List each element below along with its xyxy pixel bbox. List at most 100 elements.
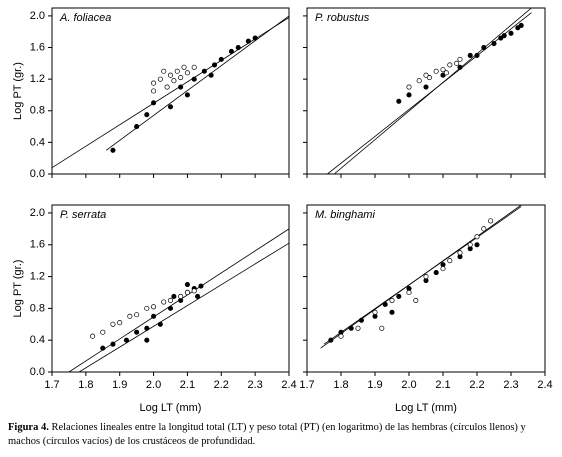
open-point: [416, 78, 422, 84]
open-point: [191, 288, 197, 294]
open-point: [151, 304, 157, 310]
open-point: [389, 297, 395, 303]
filled-point: [252, 35, 258, 41]
filled-point: [491, 41, 497, 47]
y-tick-label: 0.4: [30, 334, 45, 346]
filled-point: [474, 242, 480, 248]
filled-point: [433, 270, 439, 276]
y-tick-label: 2.0: [30, 207, 45, 219]
panel: P. robustus: [303, 7, 546, 178]
filled-point: [184, 92, 190, 98]
open-point: [178, 293, 184, 300]
x-tick-label: 2.3: [503, 379, 518, 391]
open-point: [144, 305, 150, 311]
caption: Figura 4. Relaciones lineales entre la l…: [8, 421, 556, 449]
open-point: [355, 325, 361, 331]
open-point: [90, 333, 96, 339]
open-point: [134, 312, 140, 318]
open-point: [181, 64, 187, 70]
open-point: [406, 84, 412, 90]
panel-title: P. serrata: [60, 209, 106, 221]
x-tick-label: 1.7: [44, 379, 59, 391]
open-point: [338, 333, 344, 339]
plot-frame: [306, 204, 546, 373]
filled-point: [382, 301, 388, 307]
y-tick-label: 1.6: [30, 239, 45, 251]
open-point: [174, 68, 180, 74]
x-tick-label: 2.1: [180, 379, 195, 391]
open-point: [161, 299, 167, 305]
filled-point: [406, 92, 412, 98]
filled-point: [396, 293, 402, 300]
filled-point: [396, 98, 402, 104]
filled-point: [440, 72, 446, 78]
filled-point: [467, 52, 473, 58]
plot-frame: [306, 7, 546, 175]
y-tick-label: 2.0: [30, 10, 45, 22]
filled-point: [235, 44, 241, 51]
y-axis-label: Log PT (gr.): [12, 62, 24, 120]
open-point: [184, 70, 190, 76]
filled-point: [178, 84, 184, 90]
filled-point: [389, 309, 395, 315]
open-point: [127, 313, 133, 319]
open-point: [184, 289, 190, 296]
filled-point: [144, 337, 150, 343]
open-point: [423, 274, 429, 280]
y-tick-label: 1.2: [30, 73, 45, 85]
open-point: [440, 67, 446, 73]
open-point: [457, 56, 463, 62]
open-point: [372, 309, 378, 315]
filled-point: [134, 124, 140, 130]
panel: 1.7 1.8 1.9 2.0 2.1 2.2 2.3 2.4 0.0 0.4 0.8 1.2 1.6 2…: [12, 204, 297, 414]
plot-frame: [51, 204, 290, 373]
x-axis-label: Log LT (mm): [140, 402, 202, 414]
x-tick-label: 2.0: [146, 379, 161, 391]
x-tick-label: 2.0: [401, 379, 416, 391]
open-point: [447, 258, 453, 264]
panel: 1.7 1.8 1.9 2.0 2.1 2.2 2.3 2.4 M. binghami Log L…: [299, 204, 553, 414]
filled-point: [508, 30, 514, 36]
y-tick-label: 0.8: [30, 105, 45, 117]
open-point: [443, 70, 449, 76]
y-tick-label: 1.2: [30, 270, 45, 282]
x-tick-label: 1.8: [78, 379, 93, 391]
filled-point: [151, 100, 157, 106]
x-tick-label: 2.1: [435, 379, 450, 391]
chart: 0.0 0.4 0.8 1.2 1.6 2.0 A. foliacea Log PT (gr.…: [12, 7, 553, 414]
filled-point: [358, 317, 364, 323]
filled-point: [151, 313, 157, 319]
plot-area: [68, 228, 289, 372]
open-point: [481, 226, 487, 232]
open-point: [167, 72, 174, 78]
open-point: [151, 80, 157, 86]
fit-line: [78, 242, 289, 372]
filled-point: [228, 48, 234, 55]
filled-point: [328, 337, 334, 343]
x-tick-label: 1.9: [367, 379, 382, 391]
y-axis-label: Log PT (gr.): [12, 260, 24, 318]
fit-line: [327, 12, 532, 174]
filled-point: [110, 341, 116, 347]
filled-point: [457, 64, 463, 70]
y-tick-label: 0.0: [30, 366, 45, 378]
open-point: [413, 297, 419, 303]
open-point: [467, 242, 473, 248]
filled-point: [134, 329, 140, 335]
caption-label: Figura 4.: [8, 422, 49, 433]
open-point: [440, 266, 446, 272]
filled-point: [501, 33, 507, 39]
caption-text: Relaciones lineales entre la longitud to…: [8, 422, 526, 447]
filled-point: [191, 76, 197, 82]
x-tick-label: 1.7: [299, 379, 314, 391]
x-tick-label: 1.9: [112, 379, 127, 391]
filled-point: [167, 305, 174, 311]
plot-frame: [51, 7, 290, 175]
open-point: [167, 297, 174, 303]
filled-point: [208, 72, 214, 78]
filled-point: [167, 104, 174, 110]
filled-point: [498, 35, 504, 41]
plot-area: [327, 8, 532, 174]
open-point: [178, 75, 184, 81]
panel: 0.0 0.4 0.8 1.2 1.6 2.0 A. foliacea Log PT (gr.…: [12, 7, 290, 180]
